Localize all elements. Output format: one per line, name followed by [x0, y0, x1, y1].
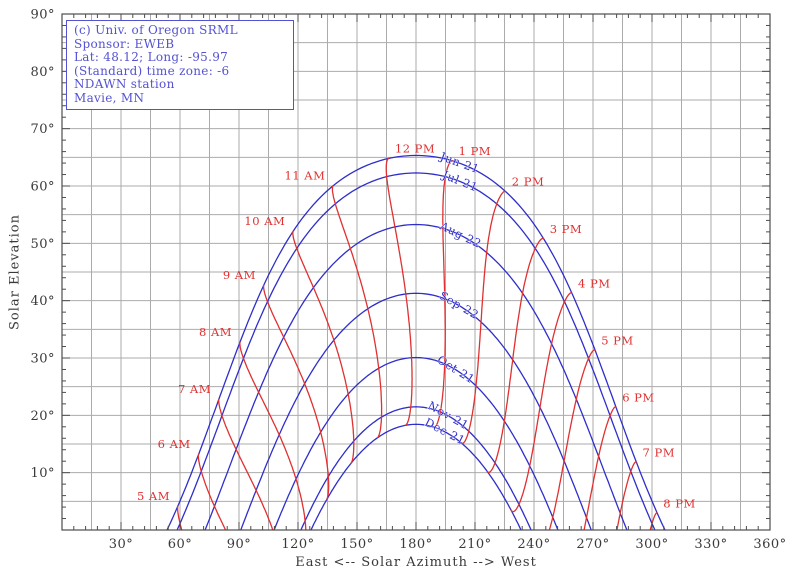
x-tick-label: 360°	[753, 537, 786, 552]
hour-curve-5-pm	[548, 349, 596, 530]
hour-label-1-pm: 1 PM	[459, 144, 492, 158]
info-line-timezone: (Standard) time zone: -6	[74, 63, 230, 78]
x-tick-label: 210°	[458, 537, 491, 552]
x-axis-title: East <-- Solar Azimuth --> West	[295, 555, 537, 570]
hour-curve-2-pm	[460, 190, 507, 445]
hour-curve-4-pm	[510, 292, 573, 513]
hour-curve-6-am	[197, 453, 227, 530]
info-line-lat-long: Lat: 48.12; Long: -95.97	[74, 50, 229, 65]
date-curve-nov-21	[300, 406, 532, 530]
curves-layer	[166, 154, 666, 530]
hour-label-5-am: 5 AM	[137, 489, 170, 503]
hour-label-6-pm: 6 PM	[622, 391, 655, 405]
x-tick-label: 330°	[694, 537, 727, 552]
y-tick-label: 30°	[30, 352, 55, 367]
hour-label-9-am: 9 AM	[223, 268, 256, 282]
info-line-sponsor: Sponsor: EWEB	[74, 36, 175, 51]
hour-curve-1-pm	[433, 160, 453, 428]
hour-curve-12-pm	[385, 157, 413, 427]
x-tick-label: 30°	[109, 537, 134, 552]
hour-curve-6-pm	[583, 406, 617, 530]
date-curve-oct-21	[273, 356, 559, 530]
date-curve-dec-21	[310, 423, 522, 530]
x-tick-label: 150°	[340, 537, 373, 552]
hour-curve-8-am	[239, 341, 307, 530]
date-curve-sep-22	[240, 292, 592, 530]
x-tick-label: 120°	[281, 537, 314, 552]
date-curve-jul-21	[176, 172, 656, 530]
hour-label-10-am: 10 AM	[244, 214, 285, 228]
y-axis-title: Solar Elevation	[7, 213, 23, 331]
hour-curve-7-pm	[616, 461, 638, 530]
x-tick-label: 180°	[399, 537, 432, 552]
y-tick-label: 70°	[30, 122, 55, 137]
info-line-copyright: (c) Univ. of Oregon SRML	[74, 23, 238, 37]
hour-label-4-pm: 4 PM	[578, 277, 611, 291]
info-line-location: Mavie, MN	[74, 90, 145, 105]
date-label-oct-21: Oct 21	[435, 352, 478, 386]
hour-label-11-am: 11 AM	[285, 169, 326, 183]
x-tick-label: 270°	[576, 537, 609, 552]
hour-curve-9-am	[262, 284, 330, 501]
hour-label-5-pm: 5 PM	[601, 334, 634, 348]
y-tick-label: 80°	[30, 65, 55, 80]
hour-label-7-pm: 7 PM	[643, 446, 676, 460]
hour-curve-3-pm	[486, 237, 545, 474]
info-box: (c) Univ. of Oregon SRML Sponsor: EWEB L…	[66, 20, 294, 110]
y-tick-label: 40°	[30, 294, 55, 309]
y-tick-label: 10°	[30, 466, 55, 481]
hour-label-7-am: 7 AM	[178, 382, 211, 396]
x-tick-label: 60°	[168, 537, 193, 552]
hour-curve-10-am	[292, 230, 355, 464]
date-curve-jun-21	[166, 154, 666, 530]
hour-label-8-pm: 8 PM	[663, 496, 696, 510]
hour-label-12-pm: 12 PM	[395, 141, 435, 155]
x-tick-label: 300°	[635, 537, 668, 552]
info-line-station: NDAWN station	[74, 77, 175, 92]
y-tick-label: 60°	[30, 180, 55, 195]
x-tick-label: 240°	[517, 537, 550, 552]
hour-label-8-am: 8 AM	[199, 325, 232, 339]
hour-label-3-pm: 3 PM	[550, 222, 583, 236]
x-tick-label: 90°	[227, 537, 252, 552]
hour-curve-11-am	[331, 185, 383, 439]
y-tick-label: 50°	[30, 237, 55, 252]
hour-label-2-pm: 2 PM	[512, 175, 545, 189]
hour-curve-7-am	[218, 398, 274, 530]
y-tick-label: 20°	[30, 409, 55, 424]
hour-label-6-am: 6 AM	[158, 437, 191, 451]
y-tick-label: 90°	[30, 8, 55, 23]
